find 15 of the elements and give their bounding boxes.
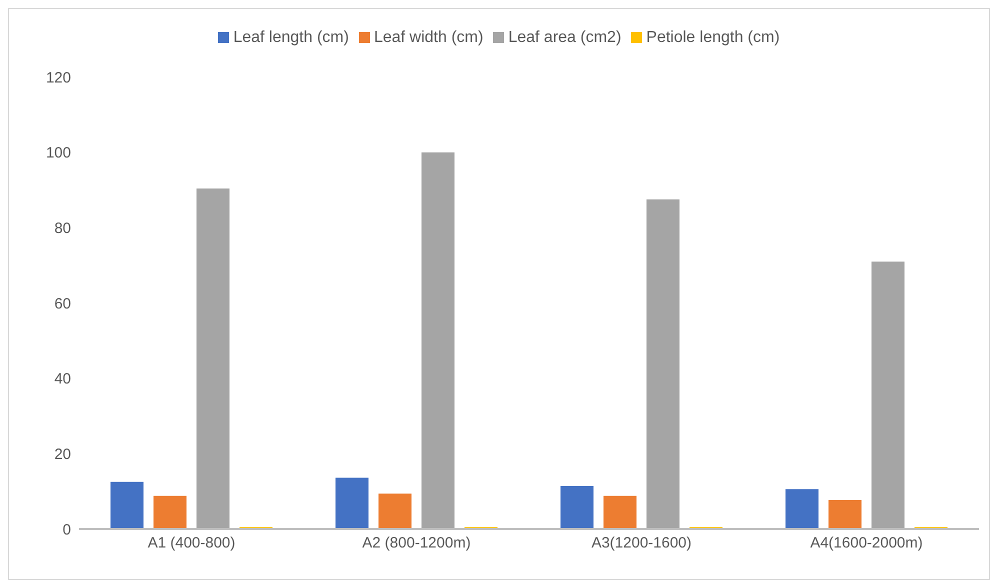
y-tick-label: 20 xyxy=(54,446,71,463)
y-tick-label: 0 xyxy=(62,521,71,538)
y-tick-label: 60 xyxy=(54,295,71,312)
y-tick-label: 100 xyxy=(46,144,71,162)
x-tick-label: A2 (800-1200m) xyxy=(362,534,471,552)
y-tick-label: 80 xyxy=(54,220,71,237)
legend-label: Leaf area (cm2) xyxy=(508,29,622,46)
x-tick-label: A3(1200-1600) xyxy=(591,534,692,552)
y-tick-label: 120 xyxy=(46,69,71,86)
legend-label: Leaf length (cm) xyxy=(233,29,349,46)
x-tick-label: A1 (400-800) xyxy=(148,534,236,552)
x-tick-label: A4(1600-2000m) xyxy=(810,534,923,552)
legend-label: Leaf width (cm) xyxy=(374,29,484,46)
y-tick-label: 40 xyxy=(54,370,71,388)
legend-label: Petiole length (cm) xyxy=(646,29,780,46)
